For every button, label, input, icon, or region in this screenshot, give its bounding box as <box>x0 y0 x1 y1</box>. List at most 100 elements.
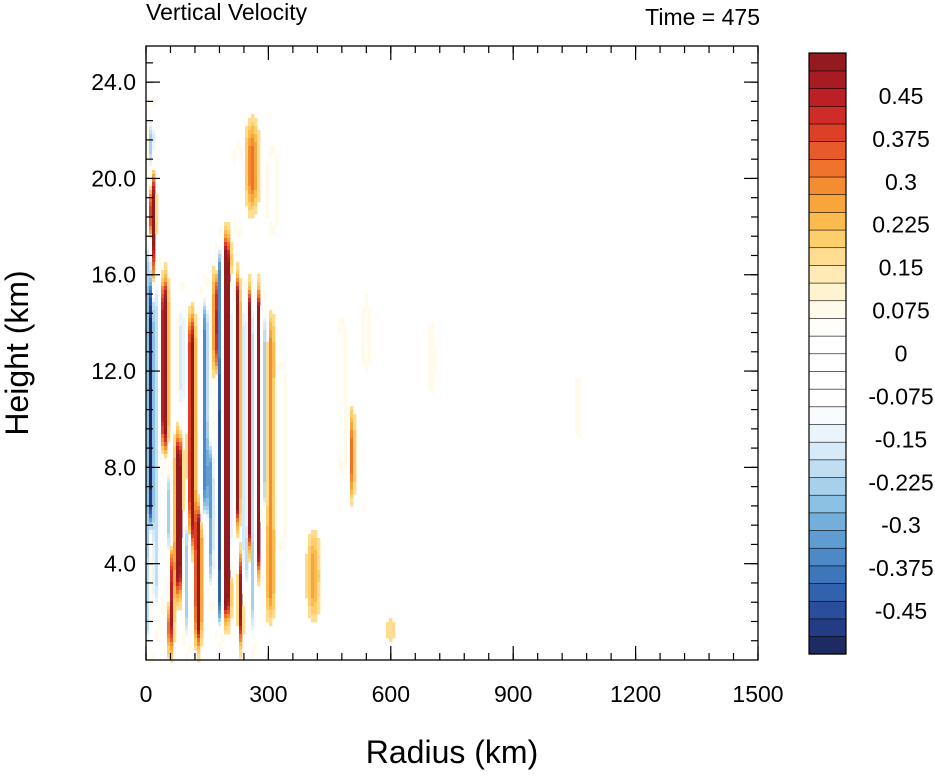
field-cell <box>179 538 183 543</box>
field-cell <box>260 422 264 427</box>
field-cell <box>164 306 168 311</box>
field-cell <box>197 566 201 571</box>
field-cell <box>212 274 216 279</box>
field-cell <box>149 102 153 107</box>
field-cell <box>188 322 192 327</box>
field-cell <box>365 306 369 311</box>
field-cell <box>155 290 159 295</box>
field-cell <box>338 398 342 403</box>
field-cell <box>230 390 234 395</box>
field-cell <box>278 394 282 399</box>
field-cell <box>242 378 246 383</box>
field-cell <box>149 554 153 559</box>
field-cell <box>215 254 219 259</box>
field-cell <box>233 394 237 399</box>
field-cell <box>311 578 315 583</box>
field-cell <box>230 450 234 455</box>
field-cell <box>227 286 231 291</box>
field-cell <box>152 482 156 487</box>
field-cell <box>221 506 225 511</box>
field-cell <box>164 442 168 447</box>
field-cell <box>272 322 276 327</box>
field-cell <box>281 478 285 483</box>
field-cell <box>254 378 258 383</box>
field-cell <box>344 386 348 391</box>
field-cell <box>389 626 393 631</box>
field-cell <box>233 398 237 403</box>
field-cell <box>257 310 261 315</box>
field-cell <box>248 186 252 191</box>
field-cell <box>254 154 258 159</box>
field-cell <box>212 374 216 379</box>
field-cell <box>251 546 255 551</box>
field-cell <box>176 602 180 607</box>
chart-title: Vertical Velocity <box>146 0 308 25</box>
field-cell <box>200 614 204 619</box>
field-cell <box>254 334 258 339</box>
field-cell <box>263 470 267 475</box>
field-cell <box>146 370 150 375</box>
field-cell <box>230 294 234 299</box>
field-cell <box>239 350 243 355</box>
field-cell <box>233 382 237 387</box>
field-cell <box>233 310 237 315</box>
field-cell <box>257 562 261 567</box>
field-cell <box>146 266 150 271</box>
field-cell <box>221 486 225 491</box>
field-cell <box>185 590 189 595</box>
field-cell <box>218 594 222 599</box>
field-cell <box>317 586 321 591</box>
field-cell <box>149 174 153 179</box>
field-cell <box>176 542 180 547</box>
field-cell <box>158 466 162 471</box>
field-cell <box>161 406 165 411</box>
field-cell <box>152 354 156 359</box>
field-cell <box>578 430 582 435</box>
field-cell <box>269 334 273 339</box>
field-cell <box>149 370 153 375</box>
field-cell <box>149 426 153 431</box>
field-cell <box>245 454 249 459</box>
field-cell <box>161 506 165 511</box>
field-cell <box>230 330 234 335</box>
field-cell <box>251 594 255 599</box>
field-cell <box>272 190 276 195</box>
field-cell <box>164 454 168 459</box>
field-cell <box>149 650 153 655</box>
field-cell <box>194 442 198 447</box>
field-cell <box>305 594 309 599</box>
field-cell <box>314 562 318 567</box>
field-cell <box>254 442 258 447</box>
field-cell <box>176 574 180 579</box>
field-cell <box>236 422 240 427</box>
field-cell <box>353 478 357 483</box>
field-cell <box>149 242 153 247</box>
field-cell <box>206 326 210 331</box>
field-cell <box>272 470 276 475</box>
field-cell <box>338 378 342 383</box>
field-cell <box>155 638 159 643</box>
field-cell <box>233 386 237 391</box>
field-cell <box>338 334 342 339</box>
field-cell <box>203 410 207 415</box>
field-cell <box>215 614 219 619</box>
field-cell <box>167 494 171 499</box>
field-cell <box>194 370 198 375</box>
field-cell <box>269 422 273 427</box>
field-cell <box>365 354 369 359</box>
field-cell <box>194 614 198 619</box>
field-cell <box>284 510 288 515</box>
field-cell <box>173 458 177 463</box>
field-cell <box>155 214 159 219</box>
field-cell <box>314 602 318 607</box>
field-cell <box>155 306 159 311</box>
field-cell <box>167 610 171 615</box>
field-cell <box>155 394 159 399</box>
field-cell <box>281 446 285 451</box>
field-cell <box>263 514 267 519</box>
field-cell <box>197 590 201 595</box>
field-cell <box>164 278 168 283</box>
field-cell <box>284 410 288 415</box>
field-cell <box>221 402 225 407</box>
field-cell <box>257 406 261 411</box>
